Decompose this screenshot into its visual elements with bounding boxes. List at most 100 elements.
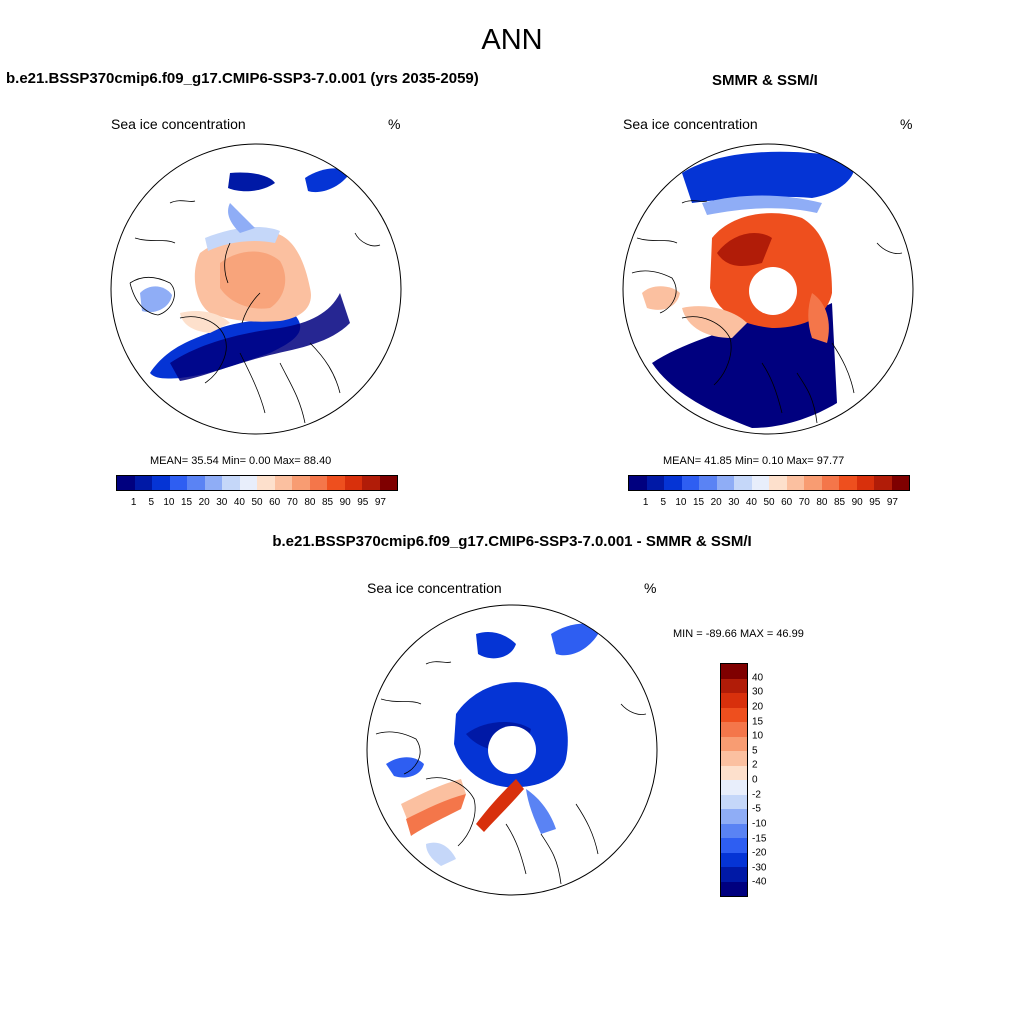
obs-colorbar-swatch [734,476,752,490]
obs-colorbar-tick-label: 97 [886,497,898,508]
obs-colorbar-tick-label: 50 [763,497,775,508]
obs-colorbar-swatch [874,476,892,490]
model-colorbar-swatch [379,476,397,490]
obs-colorbar-swatch [681,476,699,490]
obs-colorbar-swatch [786,476,804,490]
obs-colorbar-swatch [699,476,717,490]
diff-stats: MIN = -89.66 MAX = 46.99 [673,628,804,640]
obs-colorbar-tick-label: 90 [851,497,863,508]
diff-colorbar-tick-label: -5 [752,803,761,815]
model-colorbar-swatch [362,476,380,490]
diff-colorbar-tick-label: 20 [752,701,764,713]
obs-colorbar [628,475,910,491]
diff-colorbar-tick-label: -20 [752,847,767,859]
model-colorbar-tick-label: 30 [216,497,228,508]
obs-colorbar-tick-label: 10 [675,497,687,508]
model-colorbar-swatch [327,476,345,490]
obs-colorbar-tick-label: 95 [869,497,881,508]
diff-units-label: % [644,580,657,596]
model-colorbar-tick-label: 40 [233,497,245,508]
diff-colorbar-tick-label: -10 [752,818,767,830]
diff-colorbar-tick-label: 15 [752,716,764,727]
model-colorbar-tick-label: 10 [163,497,175,508]
model-colorbar-ticks: 1 5 10 15 20 30 40 50 60 70 80 85 90 95 97 [116,497,398,509]
diff-polar-map [366,604,658,896]
diff-colorbar-swatch [721,852,747,867]
diff-colorbar-tick-label: 0 [752,774,758,786]
obs-colorbar-swatch [839,476,857,490]
obs-colorbar-tick-label: 5 [660,497,667,508]
obs-colorbar-swatch [629,476,647,490]
model-colorbar-tick-label: 97 [374,497,386,508]
model-colorbar-swatch [169,476,187,490]
diff-colorbar-swatch [721,765,747,780]
obs-units-label: % [900,116,913,132]
diff-colorbar-tick-label: -2 [752,789,761,801]
obs-variable-label: Sea ice concentration [623,116,758,132]
obs-colorbar-tick-label: 20 [710,497,722,508]
diff-colorbar-swatch [721,823,747,838]
obs-colorbar-tick-label: 70 [798,497,810,508]
obs-colorbar-tick-label: 80 [816,497,828,508]
model-colorbar-swatch [134,476,152,490]
obs-colorbar-tick-label: 60 [781,497,793,508]
obs-stats: MEAN= 41.85 Min= 0.10 Max= 97.77 [663,455,845,467]
obs-colorbar-swatch [664,476,682,490]
diff-colorbar-tick-label: 10 [752,730,764,742]
model-colorbar-tick-label: 70 [286,497,298,508]
obs-colorbar-tick-label: 85 [833,497,846,508]
model-panel-title: b.e21.BSSP370cmip6.f09_g17.CMIP6-SSP3-7.… [6,70,479,87]
model-colorbar-swatch [187,476,205,490]
model-colorbar-swatch [117,476,135,490]
obs-colorbar-swatch [751,476,769,490]
diff-variable-label: Sea ice concentration [367,580,502,596]
model-colorbar-tick-label: 50 [251,497,263,508]
model-colorbar-tick-label: 60 [269,497,281,508]
obs-panel-title: SMMR & SSM/I [712,72,818,89]
model-colorbar-tick-label: 15 [180,497,193,508]
diff-colorbar-swatch [721,751,747,766]
obs-colorbar-tick-label: 1 [642,497,649,508]
model-colorbar-tick-label: 80 [304,497,316,508]
diff-colorbar-swatch [721,867,747,882]
model-colorbar-swatch [152,476,170,490]
diff-colorbar-tick-label: -15 [752,833,767,844]
diff-colorbar-swatch [721,838,747,853]
diff-colorbar-tick-label: 30 [752,686,764,698]
model-colorbar-swatch [222,476,240,490]
obs-colorbar-swatch [821,476,839,490]
model-colorbar-swatch [257,476,275,490]
model-variable-label: Sea ice concentration [111,116,246,132]
model-units-label: % [388,116,401,132]
diff-colorbar [720,663,748,897]
diff-panel-title: b.e21.BSSP370cmip6.f09_g17.CMIP6-SSP3-7.… [272,533,752,550]
diff-colorbar-swatch [721,780,747,795]
diff-colorbar-swatch [721,722,747,737]
obs-colorbar-swatch [856,476,874,490]
diff-colorbar-tick-label: -30 [752,862,767,874]
diff-colorbar-tick-label: 40 [752,672,764,684]
model-colorbar-swatch [309,476,327,490]
diff-colorbar-tick-label: 5 [752,745,758,757]
model-colorbar-tick-label: 1 [130,497,137,508]
diff-colorbar-swatch [721,736,747,751]
diff-colorbar-swatch [721,794,747,809]
obs-colorbar-tick-label: 15 [692,497,705,508]
diff-colorbar-swatch [721,664,747,679]
diff-colorbar-swatch [721,678,747,693]
diff-colorbar-swatch [721,693,747,708]
model-colorbar-swatch [239,476,257,490]
model-stats: MEAN= 35.54 Min= 0.00 Max= 88.40 [150,455,332,467]
model-colorbar-tick-label: 95 [357,497,369,508]
diff-colorbar-swatch [721,881,747,896]
model-colorbar-tick-label: 5 [148,497,155,508]
model-colorbar-swatch [292,476,310,490]
model-colorbar-tick-label: 20 [198,497,210,508]
obs-colorbar-swatch [891,476,909,490]
season-title: ANN [481,24,543,56]
model-colorbar [116,475,398,491]
obs-colorbar-swatch [646,476,664,490]
model-colorbar-swatch [204,476,222,490]
obs-polar-map [622,143,914,435]
